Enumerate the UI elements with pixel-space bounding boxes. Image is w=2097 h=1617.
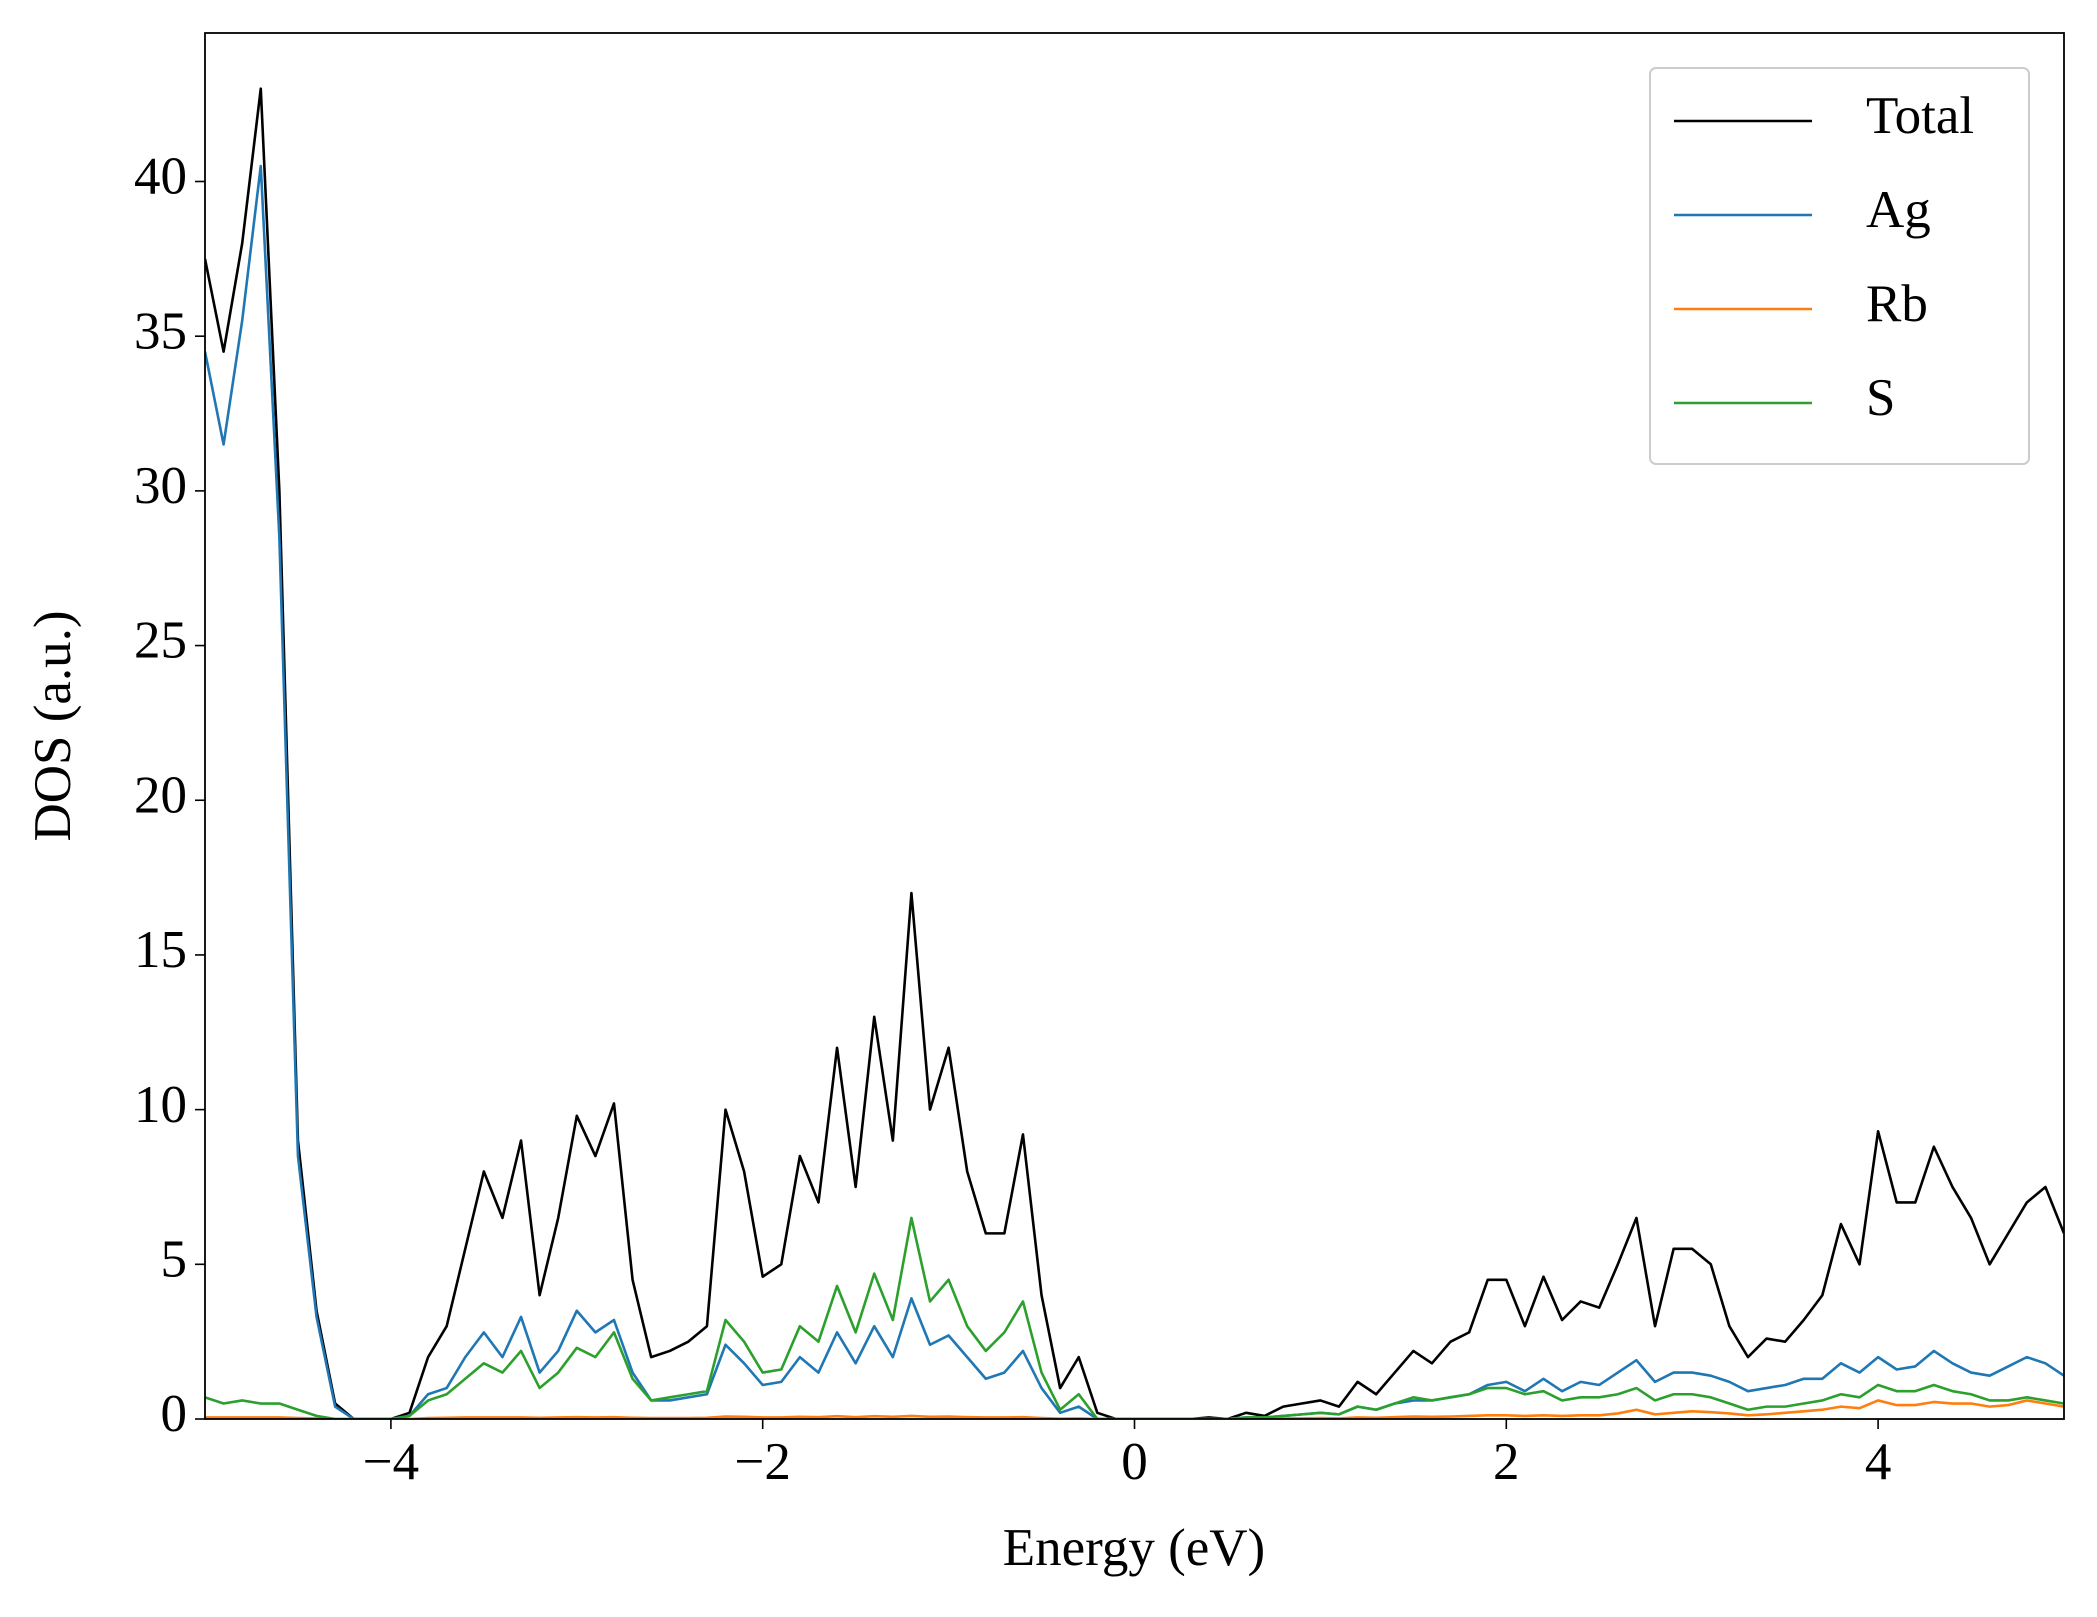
x-tick-label: −2 xyxy=(735,1433,791,1491)
legend-label: Rb xyxy=(1866,275,1928,333)
y-tick-label: 40 xyxy=(134,148,187,206)
y-tick-label: 30 xyxy=(134,457,187,515)
legend-box xyxy=(1649,67,2030,465)
x-tick-label: 2 xyxy=(1493,1433,1520,1491)
x-tick-label: 4 xyxy=(1865,1433,1892,1491)
y-tick-label: 20 xyxy=(134,766,187,824)
y-tick-label: 10 xyxy=(134,1076,187,1134)
legend-label: Ag xyxy=(1866,181,1931,239)
y-tick-label: 0 xyxy=(161,1385,188,1443)
y-tick-label: 15 xyxy=(134,921,187,979)
plot-frame xyxy=(204,32,2065,1420)
y-tick-label: 35 xyxy=(134,302,187,360)
x-axis-label: Energy (eV) xyxy=(1003,1519,1265,1577)
series-line xyxy=(205,1399,2064,1419)
legend-label: Total xyxy=(1866,87,1974,145)
y-tick-label: 25 xyxy=(134,612,187,670)
series-line xyxy=(205,164,2064,1419)
series-line xyxy=(205,87,2064,1419)
x-tick-label: 0 xyxy=(1121,1433,1148,1491)
y-tick-label: 5 xyxy=(161,1230,188,1288)
series-line xyxy=(205,1216,2064,1419)
x-tick-label: −4 xyxy=(363,1433,419,1491)
y-axis-label: DOS (a.u.) xyxy=(24,610,82,841)
legend-label: S xyxy=(1866,369,1895,427)
